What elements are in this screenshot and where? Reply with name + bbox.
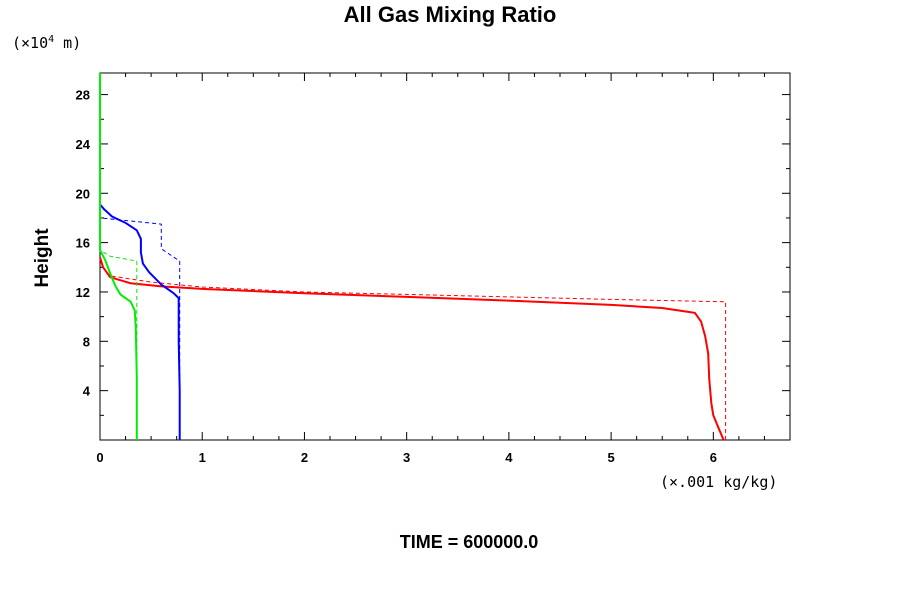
x-tick-label: 2: [301, 450, 308, 465]
y-tick-label: 16: [76, 236, 90, 251]
y-tick-label: 20: [76, 186, 90, 201]
x-tick-label: 0: [96, 450, 103, 465]
series-line-3: [99, 217, 181, 440]
x-tick-label: 4: [505, 450, 513, 465]
x-axis-units: (×.001 kg/kg): [660, 473, 778, 491]
x-tick-label: 1: [199, 450, 206, 465]
y-tick-label: 24: [76, 137, 91, 152]
series-line-5: [99, 249, 138, 440]
x-tick-label: 6: [710, 450, 717, 465]
series-line-2: [99, 203, 181, 440]
y-tick-label: 8: [83, 334, 90, 349]
series-line-4: [99, 73, 138, 440]
y-units-exponent: 4: [48, 34, 55, 45]
x-tick-label: 5: [607, 450, 614, 465]
y-tick-label: 12: [76, 285, 90, 300]
time-footer: TIME = 600000.0: [399, 532, 539, 552]
y-units-suffix: m): [54, 34, 82, 52]
series-line-1: [99, 264, 727, 440]
y-tick-label: 28: [76, 88, 90, 103]
y-tick-label: 4: [83, 384, 91, 399]
plot-frame: [99, 72, 791, 441]
series-line-0: [99, 257, 725, 441]
x-tick-label: 3: [403, 450, 410, 465]
chart-title: All Gas Mixing Ratio: [343, 2, 557, 27]
y-axis-units: (×104 m): [12, 34, 81, 52]
y-units-prefix: (×10: [12, 34, 49, 52]
